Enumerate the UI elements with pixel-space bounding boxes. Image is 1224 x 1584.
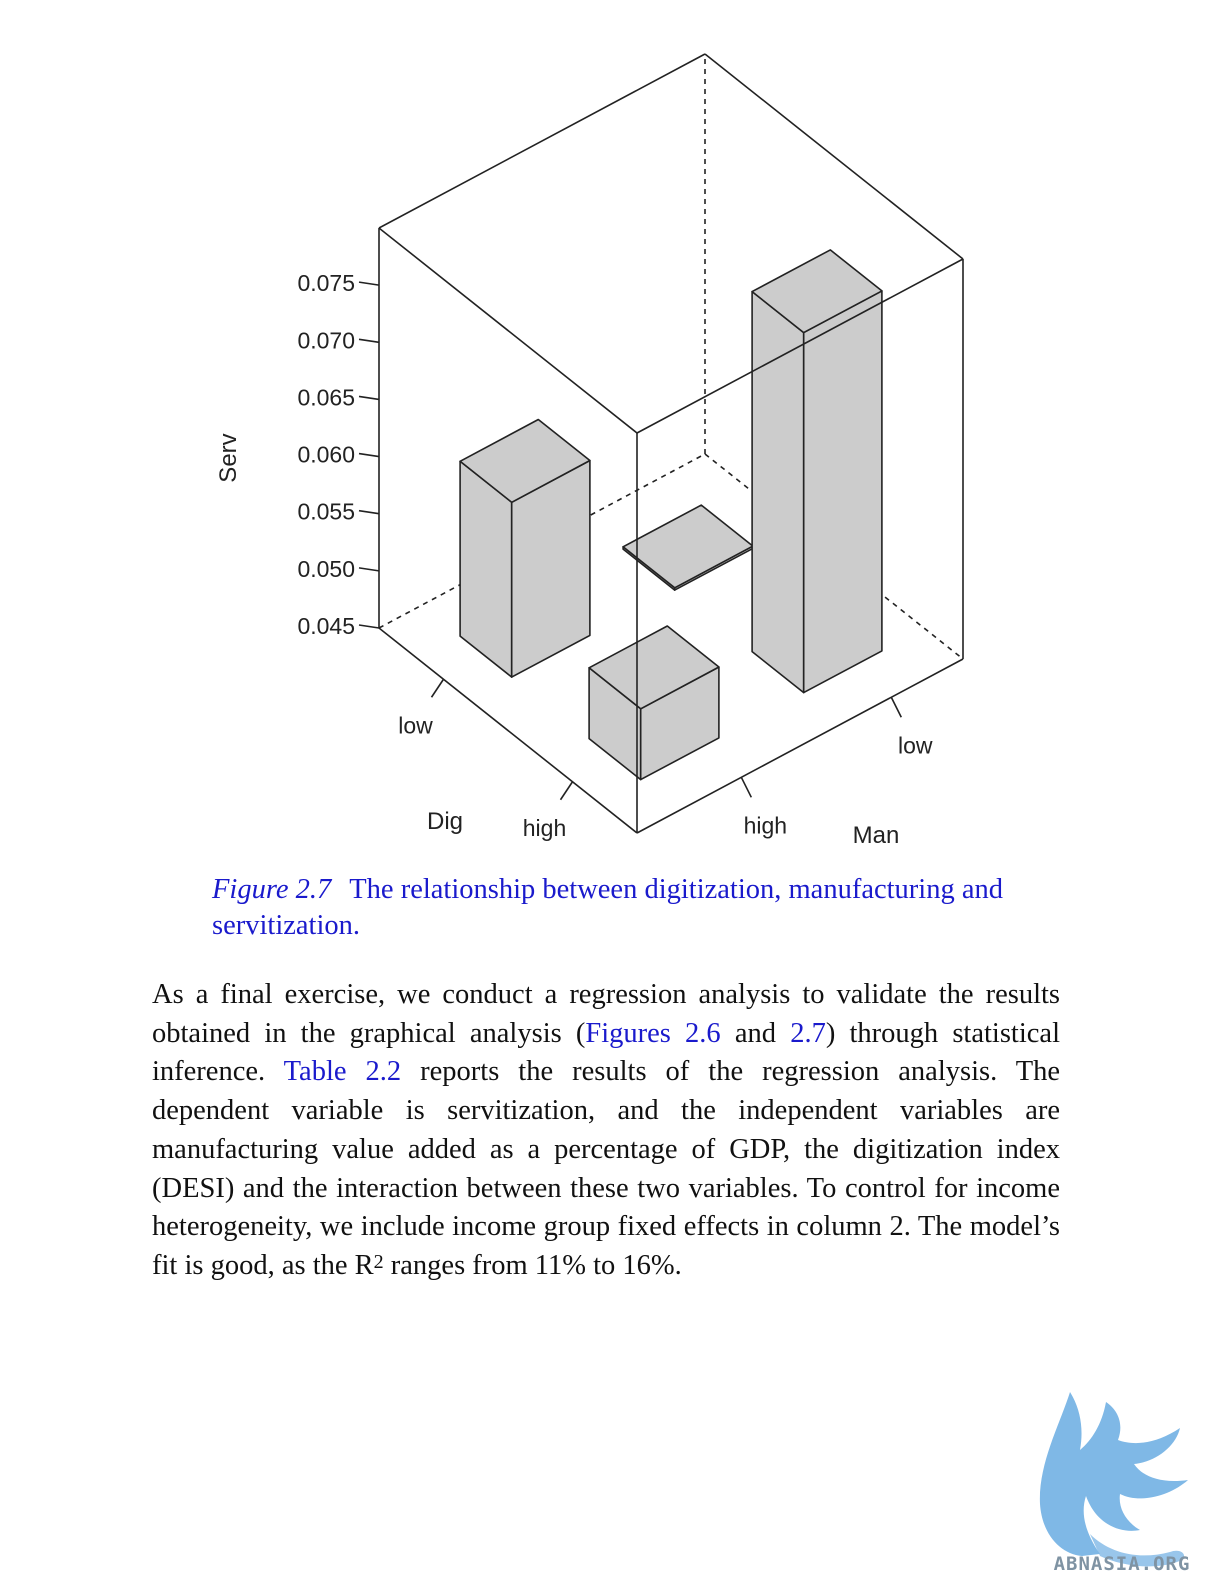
y-axis-tick-label: high	[744, 812, 787, 838]
y-axis-tick-label: low	[898, 732, 933, 758]
r-squared-superscript: 2	[373, 1250, 384, 1273]
chart-bars	[459, 249, 883, 781]
paragraph-text-4: reports the results of the regression an…	[152, 1056, 1061, 1281]
paragraph-text-5: ranges from 11% to 16%.	[383, 1249, 682, 1281]
y-axis-tick	[740, 776, 753, 798]
z-axis-tick	[358, 567, 380, 572]
bar-face-top	[751, 249, 883, 334]
y-axis-label: Man	[853, 822, 900, 849]
z-axis-tick	[358, 624, 380, 629]
bar-face-left	[751, 290, 805, 694]
z-axis-tick-label: 0.060	[297, 442, 355, 468]
link-figure-2-7[interactable]: 2.7	[790, 1017, 826, 1049]
z-axis-tick-label: 0.070	[297, 327, 355, 353]
bar-high-dig-high-man	[588, 625, 720, 781]
bar-face-top	[588, 625, 720, 710]
paragraph-text-2: and	[720, 1017, 791, 1049]
z-axis-tick	[358, 509, 380, 515]
chart-axes: 0.045 0.050 0.055 0.060 0.065 0.070 0.075 low hi…	[297, 270, 932, 841]
z-axis-tick	[358, 281, 380, 286]
link-figures-2-6[interactable]: Figures 2.6	[585, 1017, 721, 1049]
x-axis-tick-label: high	[523, 815, 566, 841]
paragraph-text-1: As a final exercise, we conduct a regres…	[152, 979, 1060, 1049]
z-axis-label: Serv	[215, 433, 242, 482]
box-edge	[636, 658, 964, 834]
bar-face-top	[459, 418, 591, 504]
griffin-icon	[1039, 1392, 1188, 1567]
z-axis-tick	[358, 452, 380, 458]
box-edge	[636, 258, 964, 434]
figure-label: Figure 2.7	[212, 874, 332, 905]
box-edge	[378, 53, 706, 229]
x-axis-tick-label: low	[398, 712, 433, 738]
bar-face-right	[802, 290, 883, 694]
y-axis-tick	[890, 696, 902, 718]
x-axis-tick	[430, 678, 445, 698]
figure-caption: Figure 2.7 The relationship between digit…	[212, 872, 1032, 944]
bar-high-dig-low-man	[751, 249, 883, 694]
z-axis-tick-label: 0.050	[297, 556, 355, 582]
bar-face-top	[622, 504, 754, 589]
chart-box-front-edges	[378, 53, 964, 834]
chart-3d-bar: 0.045 0.050 0.055 0.060 0.065 0.070 0.075 low hi…	[215, 53, 964, 849]
box-edge	[704, 53, 964, 260]
z-axis-tick	[358, 338, 380, 344]
bar-low-dig-low-man	[622, 504, 754, 591]
figure-caption-text: The relationship between digitization, m…	[212, 874, 1003, 941]
bar-low-dig-high-man	[459, 418, 591, 678]
z-axis-tick	[358, 395, 380, 401]
box-edge	[378, 627, 638, 834]
z-axis-tick-label: 0.075	[297, 270, 355, 296]
box-edge	[378, 227, 638, 434]
watermark-logo	[1039, 1392, 1188, 1567]
paragraph-text-3: ) through statistical inference.	[152, 1017, 1060, 1088]
z-axis-tick-label: 0.065	[297, 384, 355, 410]
link-table-2-2[interactable]: Table 2.2	[283, 1056, 402, 1088]
body-paragraph: As a final exercise, we conduct a regres…	[152, 976, 1060, 1286]
z-axis-tick-label: 0.045	[297, 613, 355, 639]
x-axis-label: Dig	[427, 808, 463, 835]
watermark-text: ABNASIA.ORG	[1053, 1553, 1191, 1575]
x-axis-tick	[559, 781, 574, 801]
z-axis-tick-label: 0.055	[297, 499, 355, 525]
